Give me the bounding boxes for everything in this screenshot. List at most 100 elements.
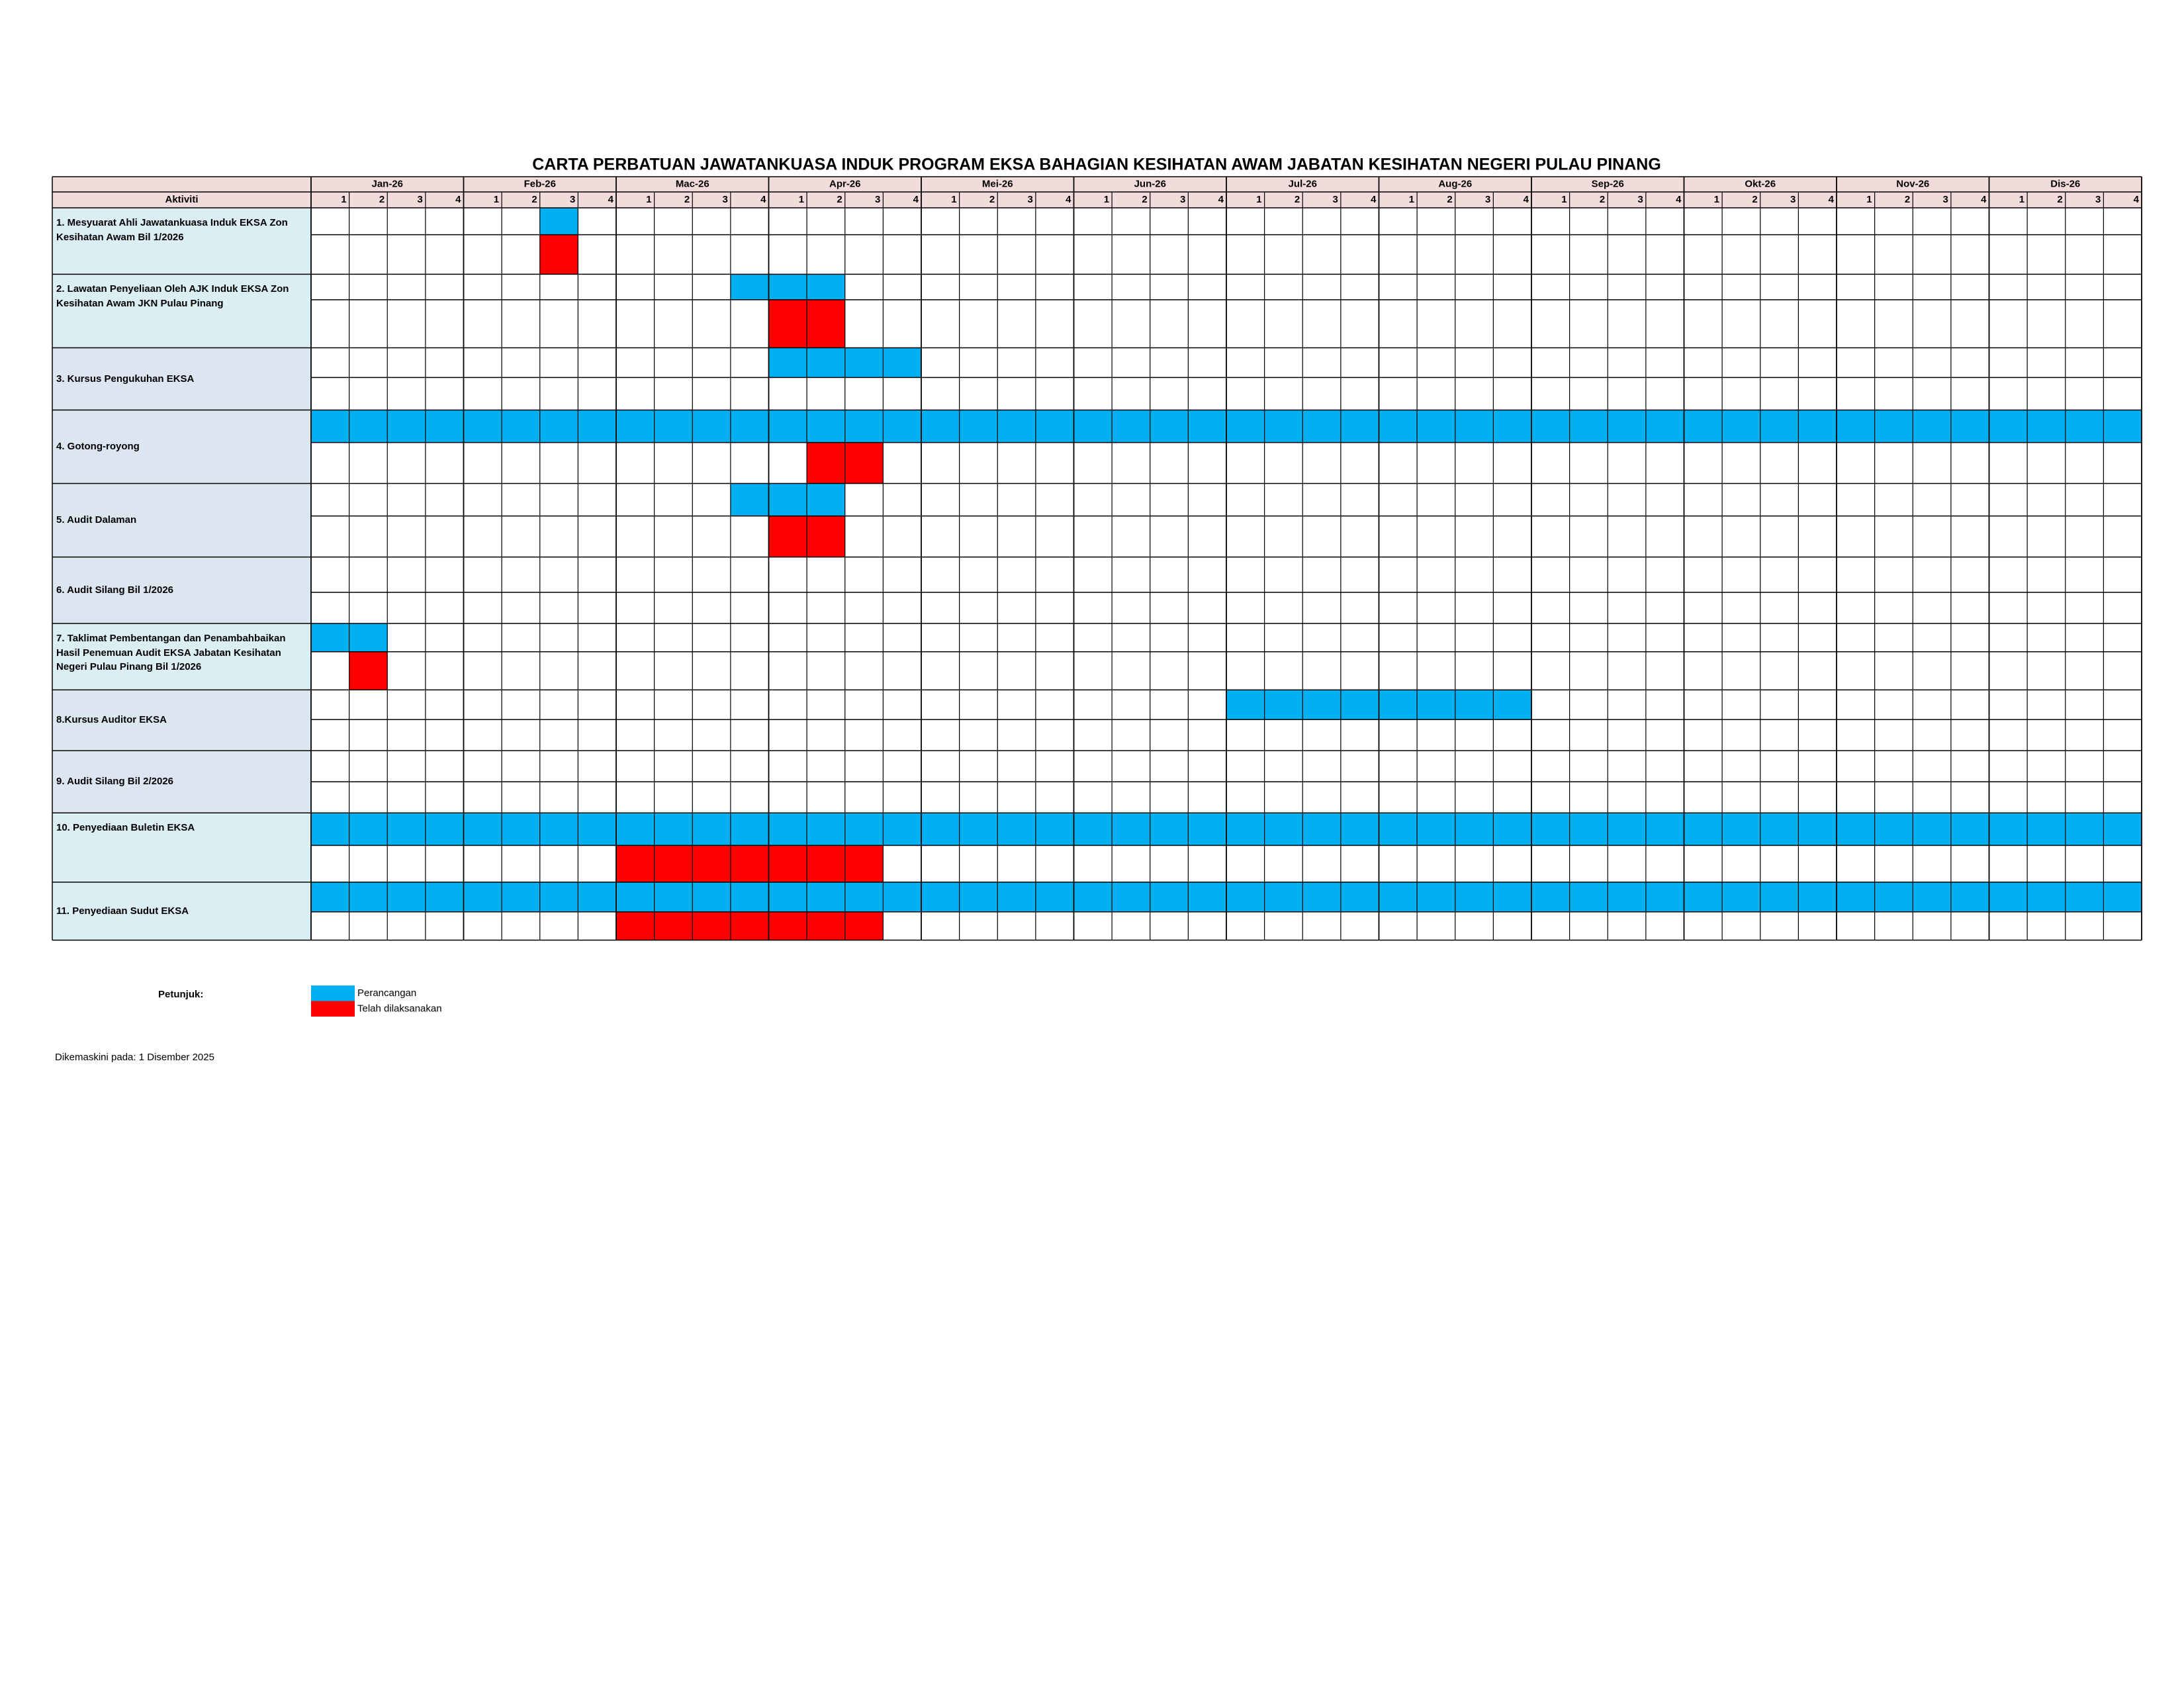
plan-bar xyxy=(539,208,578,235)
month-label: Apr-26 xyxy=(829,178,861,189)
plan-bar xyxy=(730,483,845,516)
activity-cell: 11. Penyediaan Sudut EKSA xyxy=(56,905,189,917)
week-label: 3 xyxy=(1943,194,1948,205)
week-label: 3 xyxy=(1790,194,1796,205)
month-label: Jan-26 xyxy=(371,178,403,189)
week-label: 1 xyxy=(1714,194,1719,205)
week-label: 3 xyxy=(1180,194,1185,205)
activity-bg xyxy=(52,882,311,940)
week-label: 3 xyxy=(1333,194,1338,205)
week-label: 4 xyxy=(1676,194,1682,205)
week-label: 4 xyxy=(455,194,461,205)
week-label: 1 xyxy=(1256,194,1261,205)
activity-label: 5. Audit Dalaman xyxy=(56,514,137,526)
activity-cell: 2. Lawatan Penyeliaan Oleh AJK Induk EKS… xyxy=(56,283,289,310)
activity-bg xyxy=(52,813,311,882)
week-label: 3 xyxy=(875,194,880,205)
week-label: 4 xyxy=(2134,194,2140,205)
week-label: 2 xyxy=(379,194,385,205)
month-label: Mac-26 xyxy=(676,178,709,189)
week-label: 3 xyxy=(2095,194,2101,205)
month-label: Sep-26 xyxy=(1592,178,1624,189)
week-label: 3 xyxy=(418,194,423,205)
header-label: Aktiviti xyxy=(165,194,198,205)
week-label: 4 xyxy=(608,194,614,205)
done-bar xyxy=(616,911,884,940)
activity-cell: 8.Kursus Auditor EKSA xyxy=(56,714,167,726)
legend-swatch xyxy=(311,1001,355,1017)
legend-swatch xyxy=(311,985,355,1001)
activity-bg xyxy=(52,751,311,813)
activity-label: 8.Kursus Auditor EKSA xyxy=(56,714,167,726)
activity-cell: 3. Kursus Pengukuhan EKSA xyxy=(56,373,195,385)
week-label: 4 xyxy=(1829,194,1835,205)
activity-cell: 10. Penyediaan Buletin EKSA xyxy=(56,822,195,834)
week-label: 3 xyxy=(1485,194,1490,205)
week-label: 1 xyxy=(1409,194,1414,205)
legend-label: Telah dilaksanakan xyxy=(357,1003,442,1014)
done-bar xyxy=(539,234,578,275)
activity-cell: 9. Audit Silang Bil 2/2026 xyxy=(56,776,173,788)
activity-label: 2. Lawatan Penyeliaan Oleh AJK Induk EKS… xyxy=(56,283,289,310)
week-label: 3 xyxy=(723,194,728,205)
activity-bg xyxy=(52,347,311,410)
done-bar xyxy=(616,845,884,882)
month-label: Aug-26 xyxy=(1438,178,1472,189)
activity-bg xyxy=(52,623,311,690)
week-label: 1 xyxy=(951,194,956,205)
activity-bg xyxy=(52,690,311,751)
week-label: 2 xyxy=(1142,194,1147,205)
week-label: 2 xyxy=(1752,194,1757,205)
activity-label: 9. Audit Silang Bil 2/2026 xyxy=(56,776,173,788)
activity-cell: 7. Taklimat Pembentangan dan Penambahbai… xyxy=(56,632,286,673)
week-label: 1 xyxy=(1104,194,1109,205)
done-bar xyxy=(349,651,388,690)
week-label: 1 xyxy=(1561,194,1567,205)
activity-label: 3. Kursus Pengukuhan EKSA xyxy=(56,373,195,385)
week-label: 2 xyxy=(1905,194,1910,205)
plan-bar xyxy=(730,274,845,300)
activity-bg xyxy=(52,208,311,275)
activity-label: 10. Penyediaan Buletin EKSA xyxy=(56,822,195,834)
week-label: 1 xyxy=(341,194,346,205)
week-label: 1 xyxy=(2019,194,2025,205)
footer-note: Dikemaskini pada: 1 Disember 2025 xyxy=(55,1052,214,1063)
week-label: 4 xyxy=(1218,194,1224,205)
week-label: 2 xyxy=(684,194,690,205)
week-label: 2 xyxy=(989,194,995,205)
week-label: 1 xyxy=(799,194,804,205)
week-label: 3 xyxy=(1028,194,1033,205)
week-label: 1 xyxy=(494,194,499,205)
week-label: 1 xyxy=(646,194,651,205)
month-label: Feb-26 xyxy=(524,178,556,189)
activity-label: 7. Taklimat Pembentangan dan Penambahbai… xyxy=(56,632,286,673)
sheet-title: CARTA PERBATUAN JAWATANKUASA INDUK PROGR… xyxy=(532,156,1661,174)
activity-cell: 6. Audit Silang Bil 1/2026 xyxy=(56,584,173,596)
month-label: Okt-26 xyxy=(1745,178,1776,189)
week-label: 2 xyxy=(1447,194,1452,205)
week-label: 3 xyxy=(570,194,575,205)
week-label: 2 xyxy=(837,194,842,205)
activity-label: 4. Gotong-royong xyxy=(56,441,140,453)
activity-cell: 4. Gotong-royong xyxy=(56,441,140,453)
week-label: 4 xyxy=(913,194,919,205)
activity-label: 6. Audit Silang Bil 1/2026 xyxy=(56,584,173,596)
week-label: 2 xyxy=(531,194,537,205)
month-label: Jul-26 xyxy=(1289,178,1317,189)
activity-label: 1. Mesyuarat Ahli Jawatankuasa Induk EKS… xyxy=(56,217,288,243)
month-label: Jun-26 xyxy=(1134,178,1166,189)
activity-cell: 5. Audit Dalaman xyxy=(56,514,137,526)
month-label: Mei-26 xyxy=(982,178,1013,189)
week-label: 4 xyxy=(1371,194,1377,205)
legend-title: Petunjuk: xyxy=(158,989,203,1000)
activity-cell: 1. Mesyuarat Ahli Jawatankuasa Induk EKS… xyxy=(56,217,288,243)
week-label: 4 xyxy=(1981,194,1987,205)
week-label: 4 xyxy=(1524,194,1529,205)
week-label: 1 xyxy=(1866,194,1872,205)
week-label: 2 xyxy=(2057,194,2062,205)
month-label: Nov-26 xyxy=(1896,178,1929,189)
legend-label: Perancangan xyxy=(357,987,416,999)
week-label: 3 xyxy=(1638,194,1643,205)
